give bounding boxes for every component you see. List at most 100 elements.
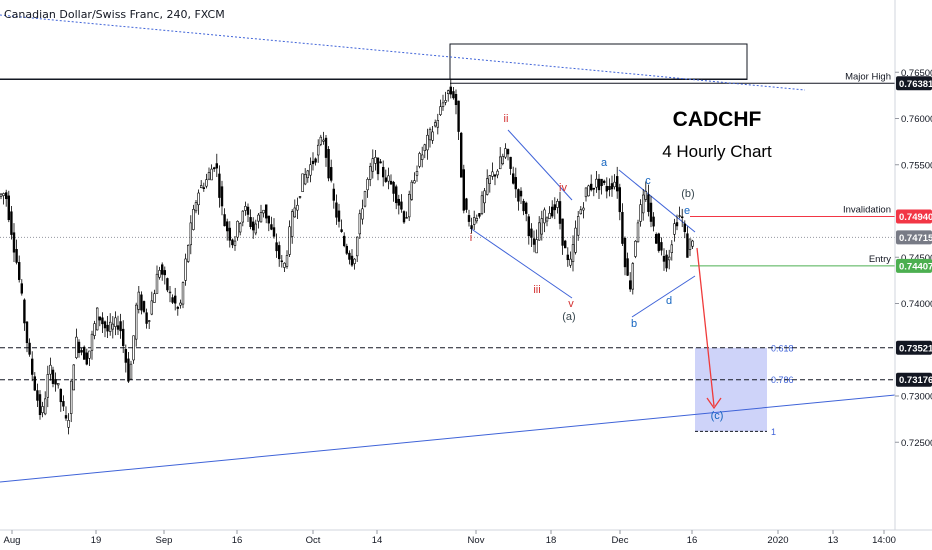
candle-body xyxy=(561,218,564,246)
candle-body xyxy=(210,168,213,181)
candle-body xyxy=(85,352,89,365)
candle-body xyxy=(337,210,341,222)
fib-level-label: 0.618 xyxy=(771,343,794,353)
candle-body xyxy=(649,202,653,222)
time-tick-label: 13 xyxy=(828,535,839,546)
candle-body xyxy=(329,167,333,181)
candle-body xyxy=(363,191,367,207)
candle-body xyxy=(12,232,16,253)
fib-target-zone xyxy=(695,347,767,432)
time-tick-label: 2020 xyxy=(767,535,788,546)
candle-body xyxy=(2,193,5,196)
candle-body xyxy=(488,175,491,184)
price-tick-label: 0.73000 xyxy=(901,392,932,403)
candle-body xyxy=(171,297,174,303)
candle-body xyxy=(181,282,185,305)
candle-body xyxy=(431,131,434,141)
candle-body xyxy=(272,227,276,237)
candle-body xyxy=(449,86,452,95)
candle-body xyxy=(41,406,44,414)
candle-body xyxy=(25,321,29,344)
candle-body xyxy=(657,233,661,251)
candle-body xyxy=(77,341,81,353)
candle-body xyxy=(576,216,580,236)
candle-body xyxy=(127,358,130,382)
candle-body xyxy=(662,255,666,262)
candle-body xyxy=(610,183,614,190)
candle-body xyxy=(88,350,91,359)
candle-body xyxy=(608,186,611,191)
candle-body xyxy=(132,335,135,361)
candle-body xyxy=(218,173,221,198)
candle-body xyxy=(166,278,169,291)
candle-body xyxy=(667,256,671,261)
candle-body xyxy=(319,136,322,145)
time-tick-label: 16 xyxy=(687,535,698,546)
candle-body xyxy=(80,350,83,353)
candle-body xyxy=(75,336,78,359)
projection-arrowhead xyxy=(706,397,722,410)
candle-body xyxy=(345,245,348,254)
candle-body xyxy=(371,158,374,172)
candle-body xyxy=(192,209,195,230)
candle-body xyxy=(462,169,465,211)
candle-body xyxy=(142,301,146,312)
candle-body xyxy=(407,194,411,218)
candle-body xyxy=(605,185,609,192)
ascending-trendline xyxy=(0,394,896,483)
candle-body xyxy=(446,90,450,95)
candle-body xyxy=(161,264,164,275)
candle-body xyxy=(233,240,237,246)
candle-body xyxy=(119,321,122,332)
candle-body xyxy=(514,177,518,190)
candle-body xyxy=(270,224,273,230)
candle-body xyxy=(93,323,96,336)
candle-body xyxy=(96,307,99,331)
candle-body xyxy=(23,299,26,324)
price-tick-label: 0.76000 xyxy=(901,114,932,125)
candle-body xyxy=(189,222,192,246)
candle-body xyxy=(241,210,244,223)
candle-body xyxy=(436,120,439,128)
candle-body xyxy=(569,258,572,266)
candle-body xyxy=(584,187,588,198)
candle-body xyxy=(17,262,21,280)
candle-body xyxy=(205,179,208,187)
candle-body xyxy=(683,223,687,233)
candle-body xyxy=(475,218,478,222)
price-tick-label: 0.72500 xyxy=(901,438,932,449)
chart-title: CADCHF xyxy=(673,108,762,131)
candle-body xyxy=(54,379,57,385)
time-axis[interactable] xyxy=(0,530,932,550)
price-level-badge xyxy=(896,258,932,273)
candle-body xyxy=(59,388,63,403)
degree-wave-label: (a) xyxy=(562,311,575,323)
candle-body xyxy=(647,194,650,212)
candle-body xyxy=(135,304,138,340)
candle-body xyxy=(72,364,76,391)
candle-body xyxy=(7,195,11,221)
candle-body xyxy=(215,163,218,169)
pattern-line xyxy=(507,129,573,201)
candle-body xyxy=(376,157,380,175)
price-level-value: 0.73176 xyxy=(899,375,932,386)
candle-body xyxy=(90,333,94,351)
candle-body xyxy=(566,254,570,261)
price-level-badge xyxy=(896,76,932,91)
candle-body xyxy=(176,306,179,309)
candle-body xyxy=(70,380,73,414)
impulse-wave-label: iii xyxy=(533,284,540,296)
candle-body xyxy=(296,204,299,211)
candle-body xyxy=(158,270,161,278)
candle-body xyxy=(634,240,637,257)
time-tick-label: Oct xyxy=(306,535,321,546)
candle-body xyxy=(30,358,34,375)
price-level-badge xyxy=(896,372,932,387)
candle-body xyxy=(470,225,473,229)
candle-body xyxy=(517,189,520,202)
candle-body xyxy=(64,415,68,419)
candle-body xyxy=(410,181,413,200)
impulse-wave-label: i xyxy=(470,232,472,244)
candle-body xyxy=(654,234,658,244)
